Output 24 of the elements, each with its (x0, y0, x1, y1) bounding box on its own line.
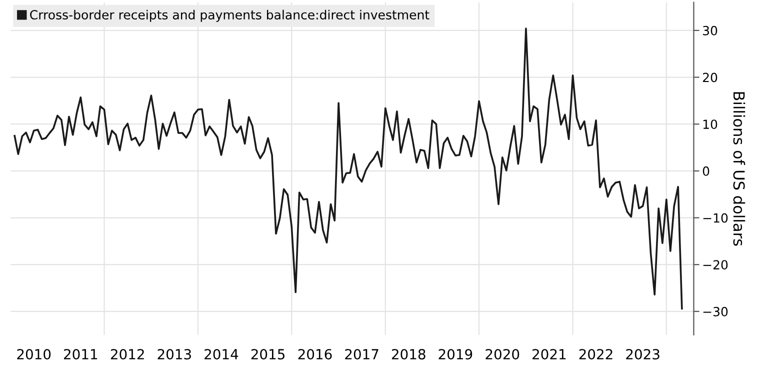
y-tick-label: 10 (703, 120, 718, 130)
x-tick-label: 2012 (110, 348, 144, 360)
x-tick-label: 2017 (345, 348, 378, 360)
y-tick-label: −10 (703, 213, 728, 223)
x-tick-label: 2018 (392, 348, 426, 360)
x-tick-label: 2010 (17, 348, 51, 360)
y-tick-label: −20 (703, 260, 728, 270)
x-tick-label: 2022 (579, 348, 612, 360)
x-tick-label: 2013 (158, 348, 191, 360)
x-tick-label: 2016 (298, 348, 332, 360)
line-series (14, 28, 683, 310)
legend-label: Crross-border receipts and payments balance:direct investment (30, 10, 430, 22)
x-tick-label: 2011 (64, 348, 98, 360)
y-tick-label: 30 (703, 26, 718, 36)
y-axis-title: Billions of US dollars (733, 92, 746, 246)
x-tick-label: 2021 (532, 348, 566, 360)
x-tick-label: 2020 (486, 348, 520, 360)
y-tick-label: −30 (703, 306, 728, 316)
y-tick-label: 20 (702, 72, 718, 82)
x-tick-label: 2015 (251, 348, 284, 360)
x-tick-label: 2014 (204, 348, 238, 360)
x-tick-label: 2019 (438, 348, 472, 360)
y-tick-label: 0 (702, 166, 710, 176)
x-tick-label: 2023 (626, 348, 660, 360)
